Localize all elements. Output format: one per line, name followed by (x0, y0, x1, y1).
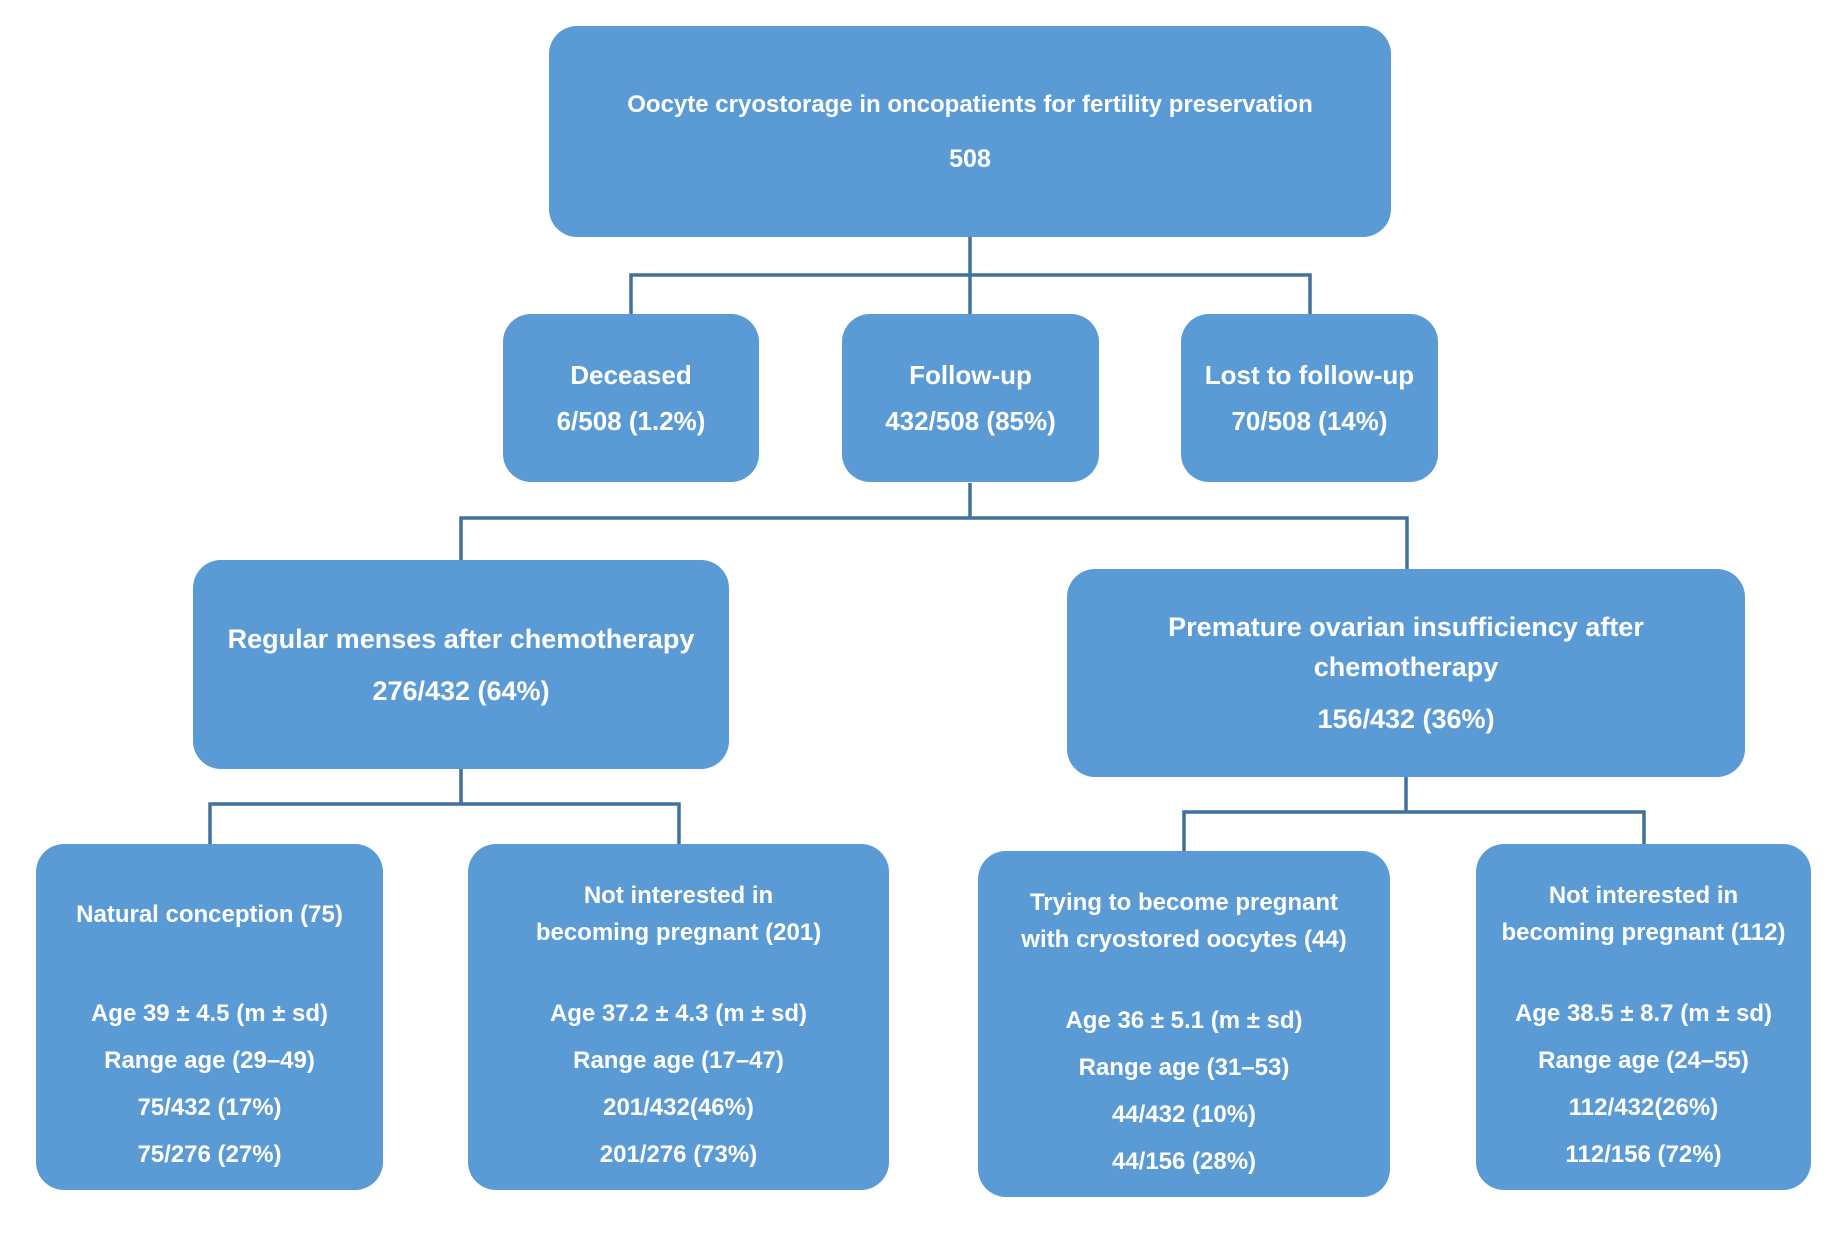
node-regular-menses-value: 276/432 (64%) (372, 675, 550, 706)
stat-line: 112/432(26%) (1568, 1094, 1719, 1121)
node-regular-menses: Regular menses after chemotherapy 276/43… (193, 560, 729, 769)
title-line: Trying to become pregnant (1029, 889, 1339, 916)
title-line: Not interested in (1548, 882, 1739, 909)
title-line: becoming pregnant (112) (1501, 919, 1786, 946)
node-poi-title: chemotherapy (1313, 652, 1499, 682)
node-lost-to-follow-up-value: 70/508 (14%) (1231, 406, 1388, 436)
node-deceased-value: 6/508 (1.2%) (556, 406, 706, 436)
stat-line: 75/432 (17%) (137, 1094, 282, 1121)
node-trying-cryostored-44-title: Trying to become pregnant with cryostore… (1021, 881, 1346, 961)
node-trying-cryostored-44: Trying to become pregnant with cryostore… (978, 851, 1390, 1197)
node-lost-to-follow-up-title: Lost to follow-up (1204, 360, 1415, 390)
node-not-interested-201-stats: Age 37.2 ± 4.3 (m ± sd) Range age (17–47… (550, 990, 807, 1178)
title-line: becoming pregnant (201) (535, 919, 822, 946)
stat-line: Age 36 ± 5.1 (m ± sd) (1065, 1007, 1303, 1034)
node-not-interested-112-title: Not interested in becoming pregnant (112… (1501, 874, 1785, 954)
title-line: Not interested in (583, 882, 774, 909)
node-root-title: Oocyte cryostorage in oncopatients for f… (627, 90, 1313, 118)
stat-line: Range age (17–47) (573, 1047, 784, 1074)
node-follow-up-title: Follow-up (909, 360, 1032, 390)
stat-line: Age 37.2 ± 4.3 (m ± sd) (549, 1000, 808, 1027)
stat-line: 201/276 (73%) (599, 1141, 758, 1168)
stat-line: Age 38.5 ± 8.7 (m ± sd) (1514, 1000, 1773, 1027)
title-line: with cryostored oocytes (44) (1021, 926, 1347, 953)
stat-line: 201/432(46%) (603, 1094, 754, 1121)
node-premature-ovarian-insufficiency: Premature ovarian insufficiency after ch… (1067, 569, 1745, 777)
node-not-interested-112-stats: Age 38.5 ± 8.7 (m ± sd) Range age (24–55… (1515, 990, 1772, 1178)
stat-line: 75/276 (27%) (137, 1141, 282, 1168)
stat-line: 44/432 (10%) (1111, 1101, 1257, 1128)
node-not-interested-112: Not interested in becoming pregnant (112… (1476, 844, 1811, 1190)
node-root: Oocyte cryostorage in oncopatients for f… (549, 26, 1391, 237)
node-follow-up: Follow-up 432/508 (85%) (842, 314, 1099, 482)
node-not-interested-201-title: Not interested in becoming pregnant (201… (536, 874, 821, 954)
connector-poi-bracket (1182, 810, 1646, 851)
stat-line: 112/156 (72%) (1565, 1141, 1722, 1168)
node-regular-menses-title: Regular menses after chemotherapy (227, 623, 695, 654)
node-natural-conception-title: Natural conception (75) (76, 874, 343, 954)
node-not-interested-201: Not interested in becoming pregnant (201… (468, 844, 889, 1190)
stat-line: Range age (31–53) (1078, 1054, 1290, 1081)
node-poi-value: 156/432 (36%) (1317, 704, 1495, 734)
node-deceased-title: Deceased (570, 360, 692, 390)
stat-line: Range age (24–55) (1538, 1047, 1749, 1074)
node-poi-title: Premature ovarian insufficiency after (1168, 612, 1644, 642)
node-natural-conception: Natural conception (75) Age 39 ± 4.5 (m … (36, 844, 383, 1190)
stat-line: Age 39 ± 4.5 (m ± sd) (90, 1000, 329, 1027)
connector-menses-bracket (208, 802, 681, 844)
title-line: Natural conception (75) (76, 900, 343, 928)
node-lost-to-follow-up: Lost to follow-up 70/508 (14%) (1181, 314, 1438, 482)
node-deceased: Deceased 6/508 (1.2%) (503, 314, 759, 482)
node-follow-up-value: 432/508 (85%) (885, 406, 1056, 436)
stat-line: 44/156 (28%) (1111, 1148, 1257, 1175)
stat-line: Range age (29–49) (104, 1047, 315, 1074)
connector-followup-bracket (459, 516, 1409, 569)
node-root-value: 508 (949, 144, 991, 173)
node-trying-cryostored-44-stats: Age 36 ± 5.1 (m ± sd) Range age (31–53) … (1065, 997, 1302, 1185)
node-natural-conception-stats: Age 39 ± 4.5 (m ± sd) Range age (29–49) … (91, 990, 328, 1178)
